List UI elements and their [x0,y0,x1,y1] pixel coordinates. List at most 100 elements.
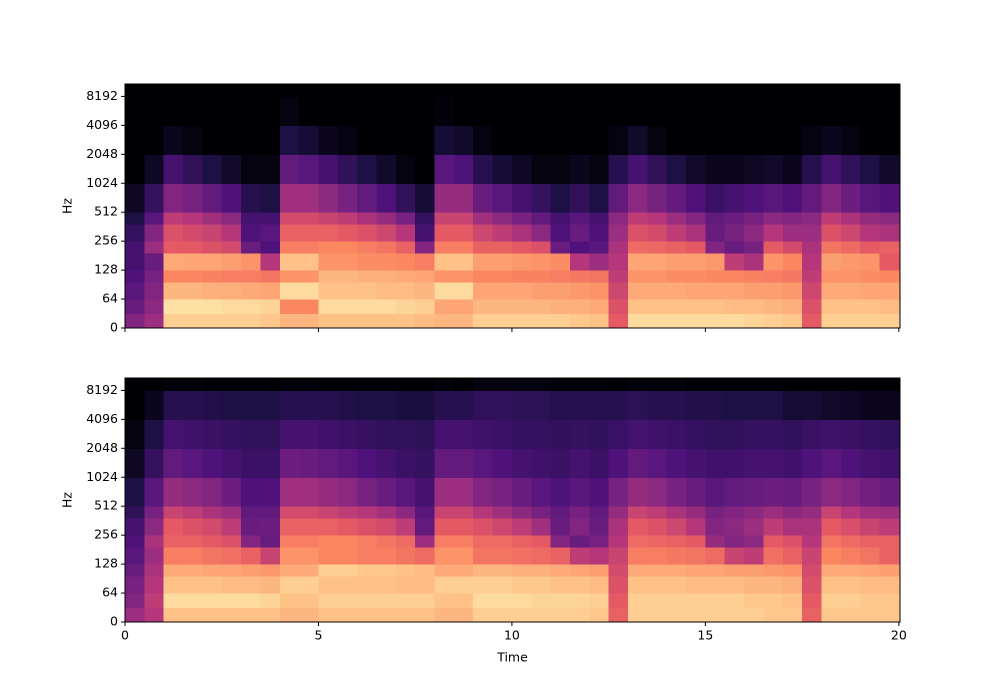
cell [589,183,610,213]
cell [821,154,842,184]
cell [183,419,203,449]
cell [241,593,261,609]
cell [260,518,281,536]
cell [221,313,242,329]
cell [492,506,513,519]
cell [357,506,377,519]
cell [492,282,513,300]
cell [686,224,706,242]
cell [608,535,629,548]
cell [260,313,281,329]
cell [511,125,532,155]
cell [183,270,203,283]
cell [724,84,745,97]
cell [840,224,861,242]
cell [686,419,706,449]
cell [647,125,668,155]
cell [318,282,339,300]
cell [511,547,532,565]
cell [627,154,648,184]
cell [860,313,880,329]
y-tick-label: 512 [94,204,118,219]
cell [453,96,474,126]
cell [415,154,436,184]
cell [627,378,648,391]
cell [163,282,184,300]
cell [473,576,494,594]
cell [782,477,803,507]
cell [376,224,397,242]
cell [395,593,416,609]
cell [473,282,494,300]
cell [202,547,223,565]
cell [241,183,261,213]
cell [202,576,223,594]
cell [763,506,784,519]
cell [202,299,223,315]
y-tick-label: 2048 [86,440,118,455]
cell [318,183,339,213]
cell [569,506,590,519]
cell [144,183,165,213]
cell [724,224,745,242]
cell [802,593,822,609]
cell [202,564,223,577]
cell [415,241,436,254]
cell [337,84,358,97]
cell [724,607,745,623]
cell [357,419,377,449]
cell [299,518,319,536]
cell [260,547,281,565]
cell [241,212,261,225]
cell [860,282,880,300]
cell [686,535,706,548]
cell [125,224,145,242]
cell [686,241,706,254]
cell [357,576,377,594]
cell [453,547,474,565]
y-tick-label: 64 [102,291,118,306]
cell [279,84,300,97]
cell [802,564,822,577]
cell [144,212,165,225]
cell [125,535,145,548]
cell [163,125,184,155]
cell [686,506,706,519]
cell [492,576,513,594]
cell [840,183,861,213]
cell [125,299,145,315]
cell [337,212,358,225]
cell [821,125,842,155]
cell [144,282,165,300]
cell [434,84,455,97]
cell [144,607,165,623]
cell [569,378,590,391]
cell [608,125,629,155]
cell [395,378,416,391]
cell [627,96,648,126]
cell [782,419,803,449]
cell [666,313,687,329]
cell [589,313,610,329]
cell [589,125,610,155]
cell [395,607,416,623]
cell [473,224,494,242]
cell [763,212,784,225]
cell [299,224,319,242]
cell [183,224,203,242]
cell [782,378,803,391]
cell [782,224,803,242]
cell [357,448,377,478]
cell [279,96,300,126]
axes-frame [124,377,901,623]
cell [879,564,900,577]
cell [879,224,900,242]
cell [376,547,397,565]
cell [647,576,668,594]
cell [840,576,861,594]
cell [782,282,803,300]
cell [202,448,223,478]
cell [627,547,648,565]
cell [241,477,261,507]
cell [337,270,358,283]
